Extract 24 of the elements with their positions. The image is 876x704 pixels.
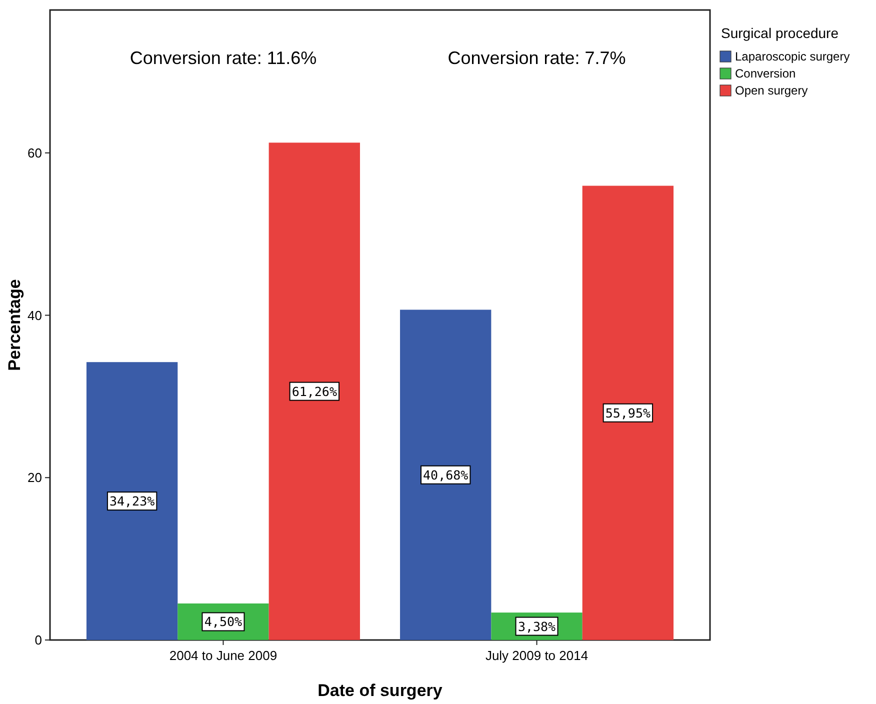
bar [582,186,674,640]
annotation: Conversion rate: 11.6% [130,48,317,68]
bar [400,310,492,640]
annotation: Conversion rate: 7.7% [448,48,626,68]
data-label: 3,38% [518,618,556,634]
legend-label: Laparoscopic surgery [735,50,850,64]
data-label: 40,68% [423,467,469,482]
data-label: 61,26% [292,384,338,399]
x-tick-label: 2004 to June 2009 [169,648,278,663]
y-tick-label: 20 [28,470,42,486]
legend-label: Conversion [735,66,796,80]
legend-label: Open surgery [735,84,808,98]
y-tick-label: 60 [28,145,42,160]
bar [268,142,360,640]
data-label: 55,95% [605,405,651,420]
y-tick-label: 0 [34,632,42,648]
x-tick-label: July 2009 to 2014 [485,648,588,663]
x-axis-title: Date of surgery [318,681,443,700]
y-axis-title: Percentage [5,279,24,371]
data-label: 4,50% [204,614,243,630]
legend-title: Surgical procedure [721,25,839,41]
y-tick-label: 40 [28,308,42,323]
bar [86,362,178,640]
data-label: 34,23% [109,494,156,509]
